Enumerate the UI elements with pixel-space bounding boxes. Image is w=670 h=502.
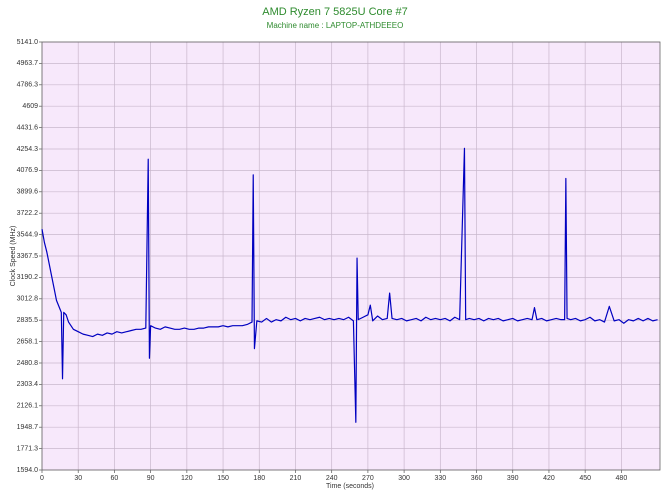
x-tick-label: 60 — [111, 475, 119, 482]
chart-subtitle: Machine name : LAPTOP-ATHDEEEO — [267, 21, 404, 30]
y-tick-label: 2480.8 — [17, 360, 39, 367]
x-tick-label: 210 — [290, 475, 302, 482]
x-tick-label: 120 — [181, 475, 193, 482]
y-tick-label: 2303.4 — [17, 381, 39, 388]
x-tick-label: 480 — [616, 475, 628, 482]
plot-frame — [41, 41, 661, 471]
x-tick-label: 330 — [434, 475, 446, 482]
x-tick-label: 30 — [74, 475, 82, 482]
x-tick-label: 0 — [40, 475, 44, 482]
y-tick-label: 4609 — [22, 103, 38, 110]
y-tick-label: 1948.7 — [17, 424, 39, 431]
x-tick-label: 150 — [217, 475, 229, 482]
y-tick-label: 3190.2 — [17, 274, 39, 281]
x-tick-label: 360 — [471, 475, 483, 482]
x-tick-label: 420 — [543, 475, 555, 482]
y-tick-label: 4431.6 — [17, 124, 39, 131]
data-line — [41, 147, 658, 423]
y-tick-label: 4963.7 — [17, 60, 39, 67]
x-tick-label: 240 — [326, 475, 338, 482]
y-tick-label: 4076.9 — [17, 167, 39, 174]
x-axis-label: Time (seconds) — [326, 483, 374, 490]
x-tick-label: 90 — [147, 475, 155, 482]
y-tick-label: 5141.0 — [17, 39, 39, 46]
x-tick-label: 300 — [398, 475, 410, 482]
x-tick-label: 390 — [507, 475, 519, 482]
y-tick-label: 4786.3 — [17, 82, 39, 89]
y-axis-label: Clock Speed (MHz) — [10, 226, 17, 287]
y-tick-label: 2835.5 — [17, 317, 39, 324]
y-tick-label: 1771.3 — [17, 445, 39, 452]
y-tick-label: 1594.0 — [17, 467, 39, 474]
y-tick-label: 4254.3 — [17, 146, 39, 153]
y-tick-label: 2658.1 — [17, 338, 39, 345]
x-tick-label: 180 — [253, 475, 265, 482]
y-tick-label: 3012.8 — [17, 296, 39, 303]
y-tick-label: 3367.5 — [17, 253, 39, 260]
x-tick-label: 270 — [362, 475, 374, 482]
chart-title: AMD Ryzen 7 5825U Core #7 — [262, 6, 408, 18]
y-tick-label: 3544.9 — [17, 231, 39, 238]
y-tick-label: 3722.2 — [17, 210, 39, 217]
x-tick-label: 450 — [579, 475, 591, 482]
y-tick-label: 3899.6 — [17, 189, 39, 196]
y-tick-label: 2126.1 — [17, 403, 39, 410]
